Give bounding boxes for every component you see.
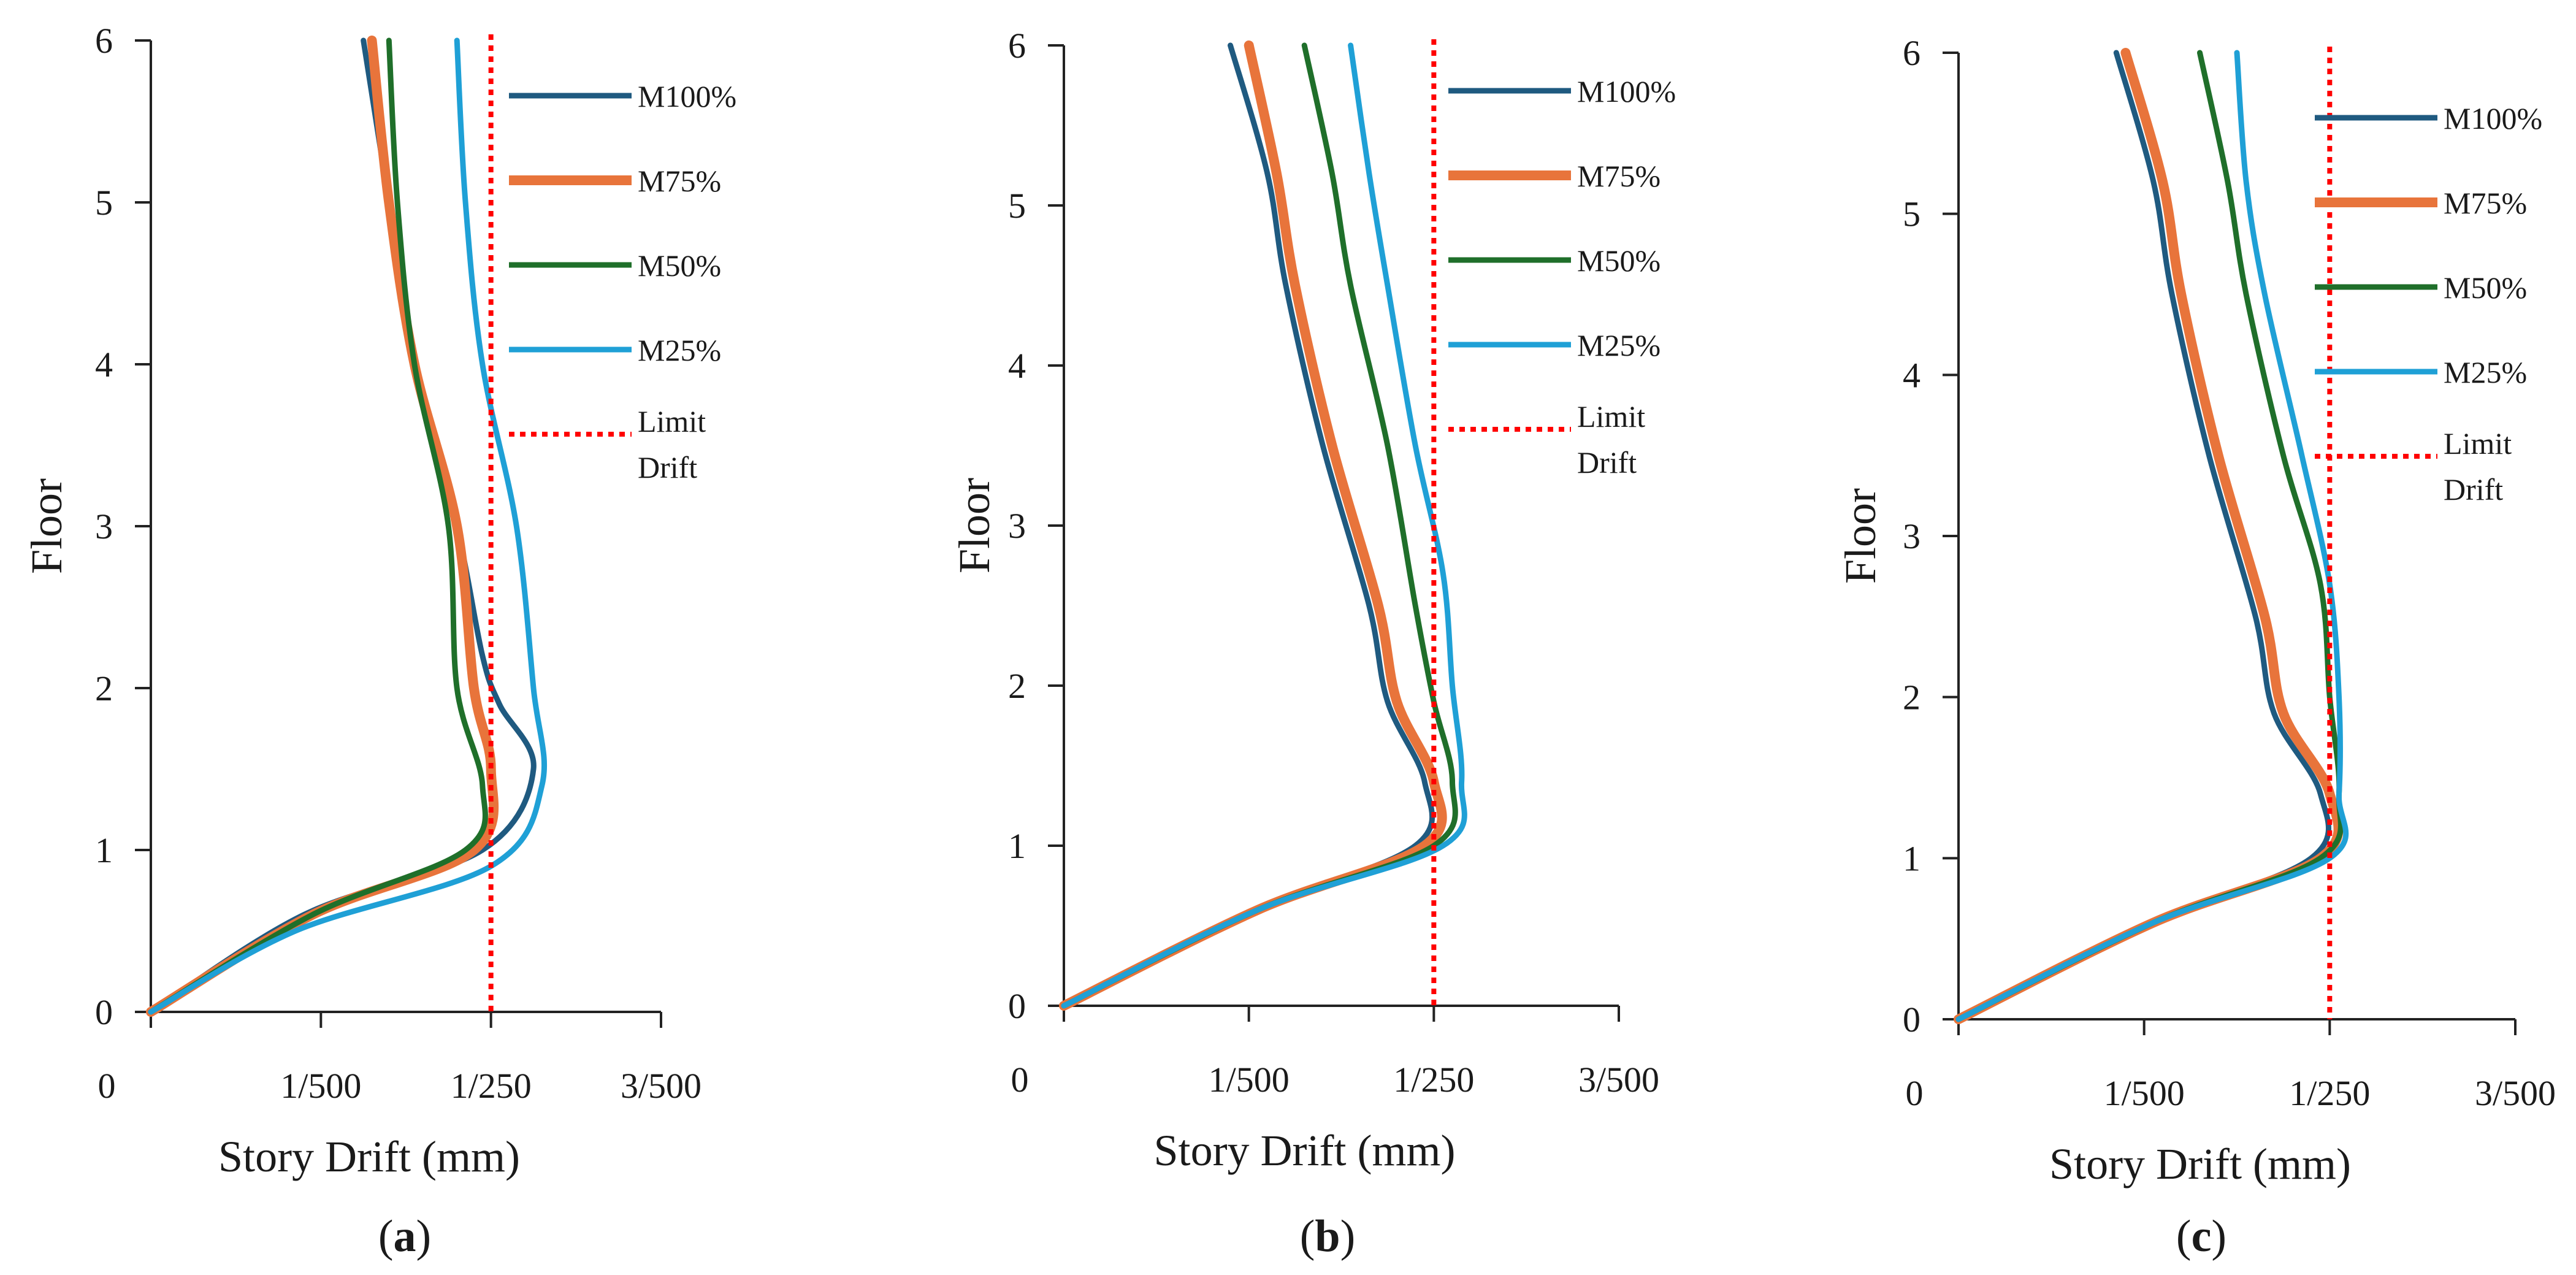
chart-panel-b: 0 1 2 3 4 5 6 0 1/500 1/250 3/500 Story Drift (mm) F… xyxy=(950,26,1676,1262)
y-tick-label: 0 xyxy=(1008,986,1026,1026)
x-axis-title: Story Drift (mm) xyxy=(2049,1139,2351,1189)
y-tick-label: 0 xyxy=(1903,1000,1921,1040)
series-line-m25pct xyxy=(1955,50,2349,1022)
y-tick-label: 4 xyxy=(1008,346,1026,386)
panel-caption: (b) xyxy=(1300,1211,1355,1262)
legend: M100% M75% M50% M25% Limit Drift xyxy=(509,79,736,484)
y-tick-label: 3 xyxy=(1008,506,1026,546)
y-tick-label: 5 xyxy=(1903,194,1921,234)
x-tick-label: 3/500 xyxy=(2475,1073,2556,1113)
y-tick-label: 6 xyxy=(95,21,113,61)
legend-label-limit: Drift xyxy=(638,450,697,484)
legend-label-limit: Limit xyxy=(638,404,706,438)
legend-label: M50% xyxy=(638,248,721,283)
series-line-m100pct xyxy=(1955,50,2331,1022)
series-line-m50pct xyxy=(1955,50,2344,1022)
y-tick-label: 4 xyxy=(1903,355,1921,395)
series-line-m25pct xyxy=(148,37,548,1015)
legend: M100% M75% M50% M25% Limit Drift xyxy=(1448,74,1676,480)
panel-caption: (a) xyxy=(378,1211,431,1262)
y-tick-label: 3 xyxy=(95,507,113,546)
legend-label: M75% xyxy=(1577,159,1661,193)
x-tick-label: 0 xyxy=(1906,1073,1924,1113)
panel-caption: (c) xyxy=(2176,1211,2226,1262)
chart-panel-c: 0 1 2 3 4 5 6 0 1/500 1/250 3/500 Story Drift (mm) F… xyxy=(1836,33,2556,1262)
legend-label: M75% xyxy=(2444,186,2527,220)
x-tick-label: 1/250 xyxy=(451,1066,532,1106)
series-line-m25pct xyxy=(1061,42,1467,1009)
legend-label: M50% xyxy=(2444,270,2527,305)
series-line-m50pct xyxy=(1061,42,1458,1009)
series-line-m100pct xyxy=(148,37,537,1015)
y-tick-label: 6 xyxy=(1903,33,1921,73)
y-tick-label: 2 xyxy=(95,668,113,708)
legend-label: M100% xyxy=(638,79,736,113)
y-tick-label: 1 xyxy=(95,830,113,870)
x-tick-label: 1/250 xyxy=(2289,1073,2370,1113)
legend-label-limit: Drift xyxy=(1577,445,1637,480)
y-axis-title: Floor xyxy=(22,478,71,574)
y-tick-label: 2 xyxy=(1903,678,1921,718)
x-axis-title: Story Drift (mm) xyxy=(218,1132,520,1181)
y-tick-label: 5 xyxy=(1008,186,1026,226)
y-tick-label: 1 xyxy=(1008,826,1026,866)
x-tick-label: 1/500 xyxy=(1209,1060,1290,1100)
y-tick-label: 2 xyxy=(1008,666,1026,706)
x-tick-label: 0 xyxy=(98,1066,116,1106)
legend-label: M25% xyxy=(1577,328,1661,362)
y-tick-label: 5 xyxy=(95,183,113,223)
series-line-m75pct xyxy=(1059,40,1447,1011)
y-tick-label: 0 xyxy=(95,992,113,1032)
series-line-m100pct xyxy=(1061,42,1435,1009)
y-tick-label: 1 xyxy=(1903,838,1921,878)
series-line-m75pct xyxy=(146,36,499,1017)
legend-label-limit: Limit xyxy=(2444,426,2512,461)
legend-label: M100% xyxy=(1577,74,1676,109)
x-axis-title: Story Drift (mm) xyxy=(1154,1126,1456,1175)
x-tick-label: 1/250 xyxy=(1393,1060,1474,1100)
legend-label: M25% xyxy=(2444,355,2527,389)
legend-label-limit: Drift xyxy=(2444,472,2503,507)
y-axis-title: Floor xyxy=(1836,488,1885,584)
series-line-m50pct xyxy=(148,37,488,1015)
legend-label: M75% xyxy=(638,164,721,198)
y-tick-label: 6 xyxy=(1008,26,1026,66)
legend-label: M25% xyxy=(638,333,721,367)
x-tick-label: 1/500 xyxy=(280,1066,361,1106)
y-axis-title: Floor xyxy=(950,478,999,573)
y-tick-label: 3 xyxy=(1903,516,1921,556)
x-tick-label: 1/500 xyxy=(2104,1073,2185,1113)
x-tick-label: 0 xyxy=(1011,1060,1029,1100)
x-tick-label: 3/500 xyxy=(1578,1060,1659,1100)
y-tick-label: 4 xyxy=(95,345,113,385)
legend: M100% M75% M50% M25% Limit Drift xyxy=(2315,101,2542,507)
legend-label: M50% xyxy=(1577,243,1661,278)
chart-panel-a: 0 1 2 3 4 5 6 0 1/500 1/250 3/500 Story Drift (mm) F… xyxy=(22,21,736,1262)
legend-label: M100% xyxy=(2444,101,2542,136)
x-tick-label: 3/500 xyxy=(621,1066,701,1106)
legend-label-limit: Limit xyxy=(1577,399,1645,434)
